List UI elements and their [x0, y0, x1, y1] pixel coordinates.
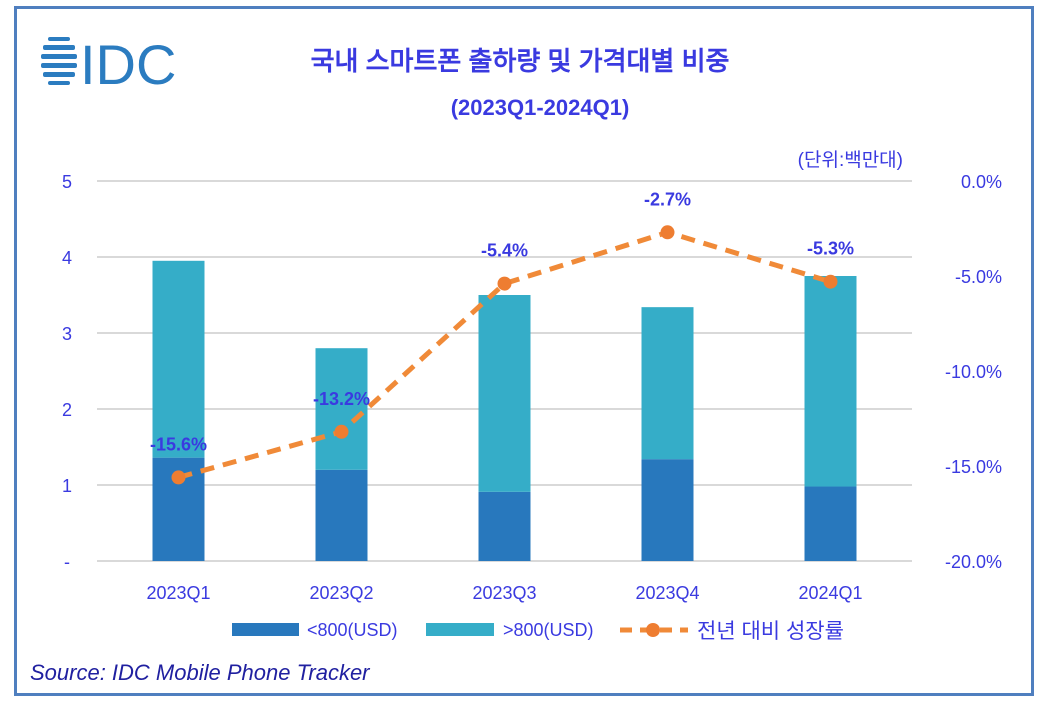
left-axis-tick-label: 4 [62, 248, 72, 268]
growth-data-label: -5.3% [807, 239, 854, 259]
bar-gt800 [641, 307, 694, 460]
legend-marker-growth [646, 623, 660, 637]
logo-text: IDC [80, 33, 176, 96]
growth-marker [171, 470, 186, 485]
bar-lt800 [478, 491, 531, 561]
right-axis-tick-label: -15.0% [945, 457, 1002, 477]
growth-marker [334, 424, 349, 439]
x-axis-tick-label: 2023Q3 [472, 583, 536, 603]
bar-lt800 [315, 469, 368, 561]
x-axis-tick-label: 2023Q2 [309, 583, 373, 603]
chart-title: 국내 스마트폰 출하량 및 가격대별 비중 [311, 46, 730, 76]
legend-swatch-gt800 [426, 623, 494, 636]
bar-gt800 [804, 276, 857, 487]
right-axis-tick-label: -20.0% [945, 552, 1002, 572]
right-axis-tick-label: -10.0% [945, 362, 1002, 382]
growth-data-label: -2.7% [644, 189, 691, 209]
legend-label-growth: 전년 대비 성장률 [697, 620, 844, 643]
legend-label-lt800: <800(USD) [307, 620, 398, 640]
left-axis-tick-label: 3 [62, 324, 72, 344]
idc-logo: IDC [41, 33, 176, 96]
chart-frame [14, 6, 1034, 696]
growth-marker [660, 225, 675, 240]
chart-subtitle: (2023Q1-2024Q1) [451, 95, 630, 120]
bar-lt800 [641, 459, 694, 561]
left-axis-tick-label: - [64, 552, 70, 572]
growth-marker [497, 276, 512, 291]
right-axis-tick-label: 0.0% [961, 172, 1002, 192]
x-axis-tick-label: 2023Q1 [146, 583, 210, 603]
growth-data-label: -13.2% [313, 389, 370, 409]
left-axis-tick-label: 1 [62, 476, 72, 496]
legend-label-gt800: >800(USD) [503, 620, 594, 640]
left-axis-tick-label: 5 [62, 172, 72, 192]
legend: <800(USD) >800(USD) 전년 대비 성장률 [232, 620, 844, 643]
source-note: Source: IDC Mobile Phone Tracker [30, 660, 371, 685]
right-axis-tick-label: -5.0% [955, 267, 1002, 287]
x-axis-tick-label: 2024Q1 [798, 583, 862, 603]
growth-data-label: -5.4% [481, 241, 528, 261]
bar-gt800 [478, 295, 531, 492]
bar-gt800 [315, 348, 368, 470]
bar-gt800 [152, 260, 205, 458]
bar-lt800 [804, 486, 857, 561]
growth-data-label: -15.6% [150, 434, 207, 454]
unit-note: (단위:백만대) [798, 149, 903, 171]
legend-swatch-lt800 [232, 623, 299, 636]
growth-marker [823, 274, 838, 289]
x-axis-tick-label: 2023Q4 [635, 583, 699, 603]
left-axis-tick-label: 2 [62, 400, 72, 420]
